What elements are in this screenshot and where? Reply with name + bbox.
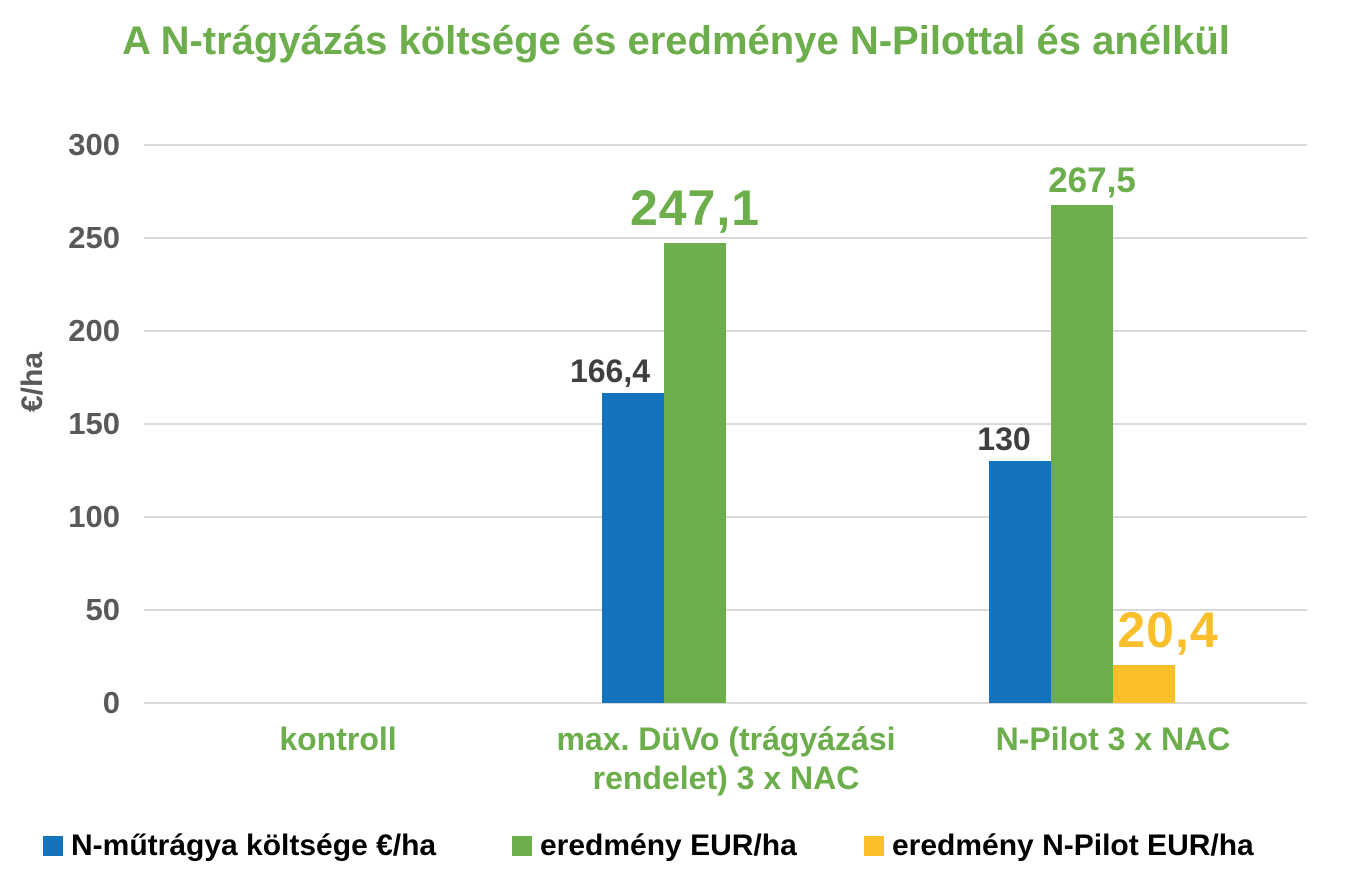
y-tick-label: 200	[68, 313, 120, 348]
chart-title: A N-trágyázás költsége és eredménye N-Pi…	[0, 14, 1352, 68]
legend-item-result-npilot: eredmény N-Pilot EUR/ha	[864, 826, 1254, 866]
gridline	[144, 702, 1307, 704]
data-label-series0-cat2: 130	[977, 421, 1031, 458]
legend-label: eredmény N-Pilot EUR/ha	[892, 829, 1254, 862]
bar-series2-cat2	[1113, 665, 1175, 703]
legend: N-műtrágya költsége €/ha eredmény EUR/ha…	[0, 826, 1352, 866]
category-label-1: max. DüVo (trágyázási rendelet) 3 x NAC	[556, 721, 896, 796]
bar-series1-cat2	[1051, 205, 1113, 703]
gridline	[144, 144, 1307, 146]
bar-series1-cat1	[664, 243, 726, 703]
data-label-series0-cat1: 166,4	[569, 353, 651, 390]
gridline	[144, 237, 1307, 239]
y-tick-label: 150	[68, 406, 120, 441]
y-tick-label: 250	[68, 220, 120, 255]
data-label-series1-cat1: 247,1	[629, 180, 761, 237]
y-tick-label: 50	[85, 592, 120, 627]
category-label-2: N-Pilot 3 x NAC	[995, 721, 1231, 757]
y-tick-label: 0	[102, 685, 120, 720]
y-tick-label: 300	[68, 127, 120, 162]
bar-series0-cat2	[989, 461, 1051, 703]
legend-label: N-műtrágya költsége €/ha	[71, 829, 437, 862]
y-tick-label: 100	[68, 499, 120, 534]
legend-swatch-green	[512, 836, 532, 856]
data-label-series2-cat2: 20,4	[1117, 602, 1219, 659]
legend-item-cost: N-műtrágya költsége €/ha	[43, 826, 436, 866]
chart-title-text: A N-trágyázás költsége és eredménye N-Pi…	[122, 19, 1230, 63]
legend-swatch-blue	[43, 836, 63, 856]
data-label-series1-cat2: 267,5	[1048, 161, 1136, 201]
category-label-0: kontroll	[279, 721, 397, 757]
legend-label: eredmény EUR/ha	[540, 829, 797, 862]
legend-swatch-yellow	[864, 836, 884, 856]
bar-series0-cat1	[602, 393, 664, 703]
legend-item-result: eredmény EUR/ha	[512, 826, 797, 866]
